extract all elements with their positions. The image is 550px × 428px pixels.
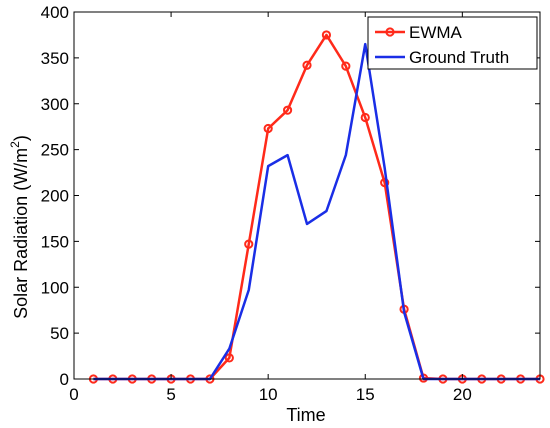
series-point-ewma	[224, 353, 234, 363]
legend-ewma-marker	[385, 27, 395, 37]
y-axis-title-superscript: 2	[8, 141, 22, 148]
y-tick-label: 350	[41, 49, 69, 68]
x-tick-label: 15	[356, 385, 375, 404]
y-tick-label: 150	[41, 232, 69, 251]
x-tick-label: 0	[69, 385, 78, 404]
x-axis-title: Time	[286, 405, 325, 425]
y-axis-title-suffix: )	[11, 135, 31, 141]
y-tick-label: 400	[41, 3, 69, 22]
legend-ground-truth-label: Ground Truth	[409, 48, 509, 67]
y-tick-label: 100	[41, 278, 69, 297]
y-axis-title-main: Solar Radiation (W/m	[11, 148, 31, 319]
axes-layer	[73, 11, 541, 380]
legend-ewma-label: EWMA	[409, 23, 463, 42]
series-point-ewma	[341, 61, 351, 71]
x-tick-label: 20	[453, 385, 472, 404]
x-tick-label: 10	[259, 385, 278, 404]
series-point-ewma	[282, 105, 293, 115]
y-tick-label: 0	[60, 370, 69, 389]
x-tick-label: 5	[166, 385, 175, 404]
y-tick-label: 200	[41, 187, 69, 206]
series-point-ewma	[244, 239, 254, 249]
legend: EWMA Ground Truth	[367, 16, 538, 70]
y-tick-label: 250	[41, 141, 69, 160]
series-point-ewma	[380, 178, 390, 188]
series-point-ewma	[360, 112, 370, 123]
y-axis-title: Solar Radiation (W/m2)	[8, 135, 31, 319]
y-tick-label: 300	[41, 95, 69, 114]
y-tick-label: 50	[50, 324, 69, 343]
series-point-ewma	[321, 30, 332, 40]
series-point-ewma	[263, 123, 273, 134]
legend-box	[367, 16, 538, 70]
series-point-ewma	[302, 60, 312, 70]
